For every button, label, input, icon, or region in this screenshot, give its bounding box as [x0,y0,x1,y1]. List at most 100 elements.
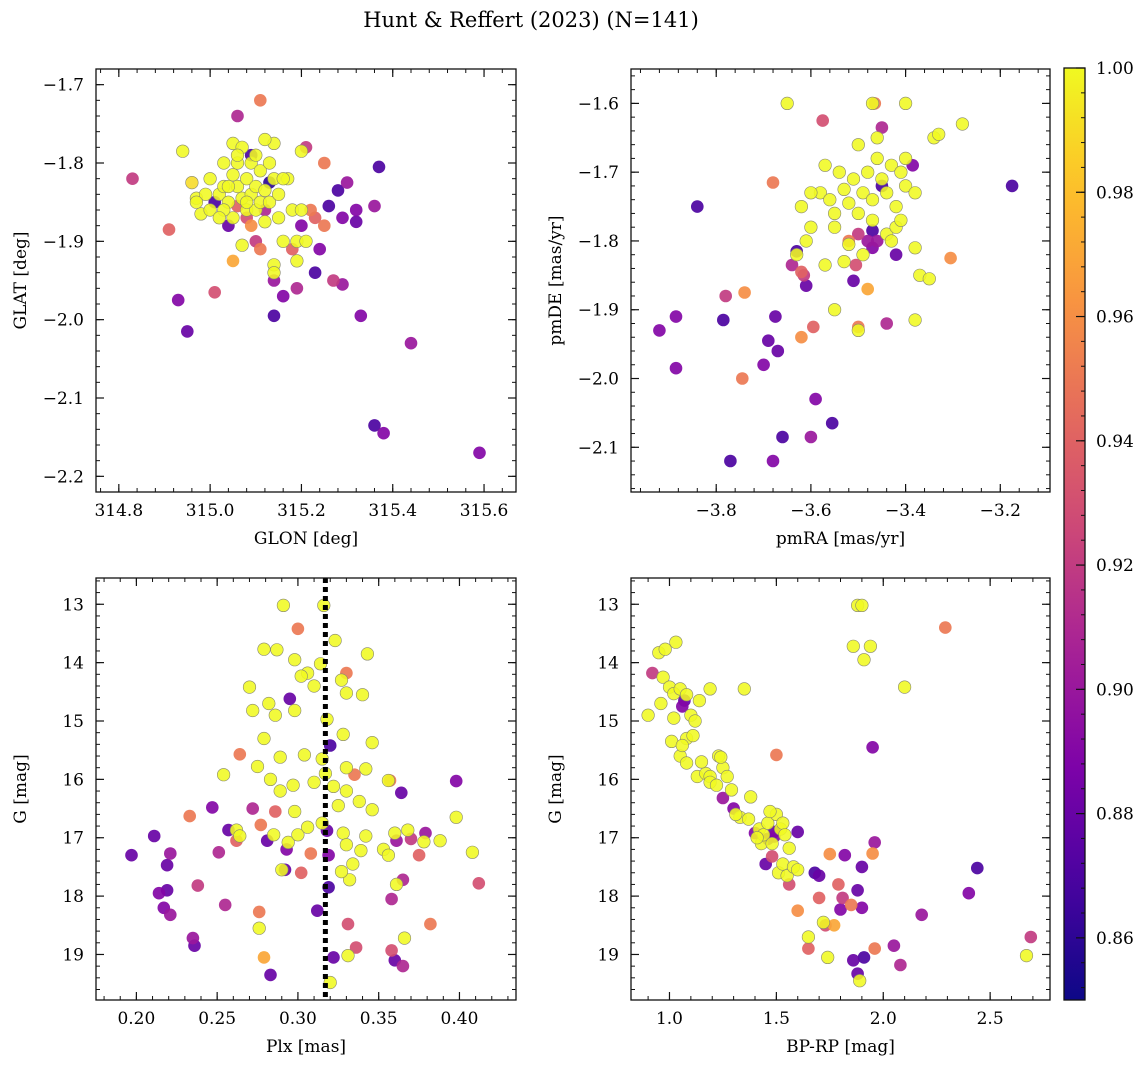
data-point [791,825,804,839]
data-point [191,879,205,892]
data-point [821,950,835,965]
x-tick-label: 315.6 [460,501,509,521]
y-axis-label: G [mag] [546,754,566,823]
data-point [688,714,702,728]
data-point [875,172,889,186]
x-tick-label: −3.6 [790,501,831,521]
data-point [801,930,816,944]
y-tick-label: −1.8 [578,232,619,252]
panel-glon-glat: 314.8 315.0 315.2 315.4 315.6 −1.7 −1.8 −1.9 −2.… [11,68,517,549]
data-point [244,219,258,232]
colorbar-tick-label: 0.94 [1096,432,1134,452]
y-tick-label: 14 [597,654,619,674]
data-point [424,917,437,931]
data-point [377,426,390,440]
y-tick-label: −2.0 [43,311,84,331]
data-point [846,172,861,186]
y-tick-label: 18 [597,887,619,907]
data-point [737,682,751,696]
x-axis-label: pmRA [mas/yr] [776,529,905,549]
data-point [311,904,324,917]
data-point [887,939,901,952]
data-point [908,241,922,255]
data-point [199,187,213,201]
data-point [880,186,894,200]
data-point [264,968,277,982]
data-point [849,258,863,272]
data-point [785,258,799,272]
data-point [865,193,880,207]
data-point [272,211,286,225]
data-point [856,248,870,262]
data-point [276,289,290,303]
data-point [294,144,309,158]
y-tick-label: 19 [597,945,619,965]
colorbar-tick-label: 0.98 [1096,183,1134,203]
data-point [465,845,480,859]
data-point [762,334,775,348]
data-point [816,915,831,930]
data-point [838,848,852,862]
data-point [770,748,783,762]
data-point [794,200,809,214]
y-tick-label: −1.9 [43,232,84,252]
x-axis-label: GLON [deg] [254,529,358,549]
data-point [641,708,655,722]
data-point [669,635,683,649]
data-point [658,642,672,656]
figure-title: Hunt & Reffert (2023) (N=141) [363,8,699,32]
data-point [389,877,404,892]
data-point [235,238,249,252]
data-point [908,313,922,327]
data-point [449,774,463,788]
data-point [206,801,219,814]
data-point [827,303,842,317]
y-tick-label: 13 [62,595,84,615]
data-point [825,416,839,430]
data-point [716,791,730,805]
data-point [221,179,235,194]
data-point [343,873,357,887]
data-point [656,670,670,684]
data-point [894,958,907,972]
data-point [275,863,289,877]
data-point [853,974,867,988]
y-tick-label: 18 [62,887,84,907]
y-tick-label: 15 [597,712,619,732]
data-point [268,708,282,722]
data-point [401,823,415,837]
data-point [898,151,913,165]
data-point [778,828,792,842]
data-point [273,784,287,798]
data-point [837,255,851,269]
data-point [327,951,340,964]
data-point [669,361,683,375]
data-point [267,309,281,323]
data-point [355,688,370,702]
data-point [741,812,756,826]
y-tick-label: −1.6 [578,94,619,114]
data-point [855,860,869,874]
data-point [186,931,200,945]
data-point [185,176,199,190]
data-point [795,330,808,344]
data-point [703,682,717,696]
data-point [863,639,878,653]
data-point [396,959,410,973]
data-point [861,165,875,179]
data-point [230,148,245,162]
x-tick-label: −3.8 [696,501,737,521]
y-axis-label: pmDE [mas/yr] [546,215,566,345]
data-point [791,863,805,877]
data-point [790,248,804,262]
data-point [162,223,176,236]
data-point [766,176,780,189]
plot-frame [95,577,517,1001]
data-point [226,254,240,268]
data-point [412,848,426,862]
y-tick-label: 15 [62,712,84,732]
data-point [880,317,893,330]
data-point [258,215,272,229]
data-point [898,179,913,193]
